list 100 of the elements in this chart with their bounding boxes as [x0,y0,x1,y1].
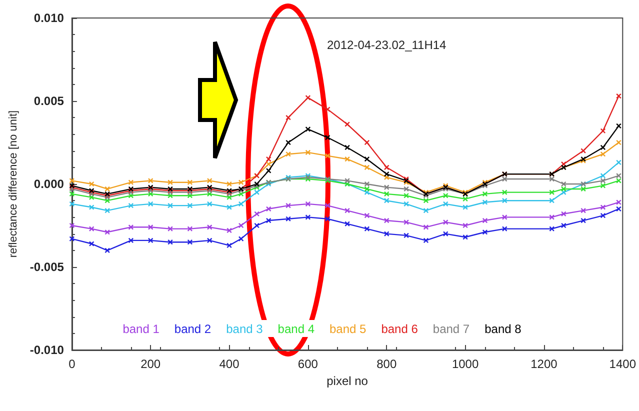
point [423,198,429,204]
point [616,160,622,165]
point [207,238,212,243]
point [549,226,554,232]
point [69,222,74,228]
point [384,191,390,197]
point [502,190,508,195]
point [561,186,566,192]
point [325,153,330,158]
point [168,203,173,208]
point [238,201,244,206]
point [325,134,330,140]
point [404,193,409,198]
y-axis-title: reflectance difference [no unit] [8,110,20,258]
text: band 7 [432,322,470,336]
point [226,228,232,234]
point [549,198,554,204]
x-tick-label: 1000 [452,357,479,371]
point [325,106,330,112]
point [69,236,74,242]
y-tick-label: -0.005 [30,260,64,274]
point [423,208,429,214]
point [254,211,260,216]
point [305,150,310,156]
point [600,173,606,178]
point [462,222,468,228]
point [69,201,74,206]
point [344,208,350,214]
point [502,226,508,232]
y-tick-label: 0.010 [34,11,64,25]
x-tick-label: 1400 [609,357,636,371]
point [384,218,390,224]
point [148,178,154,184]
point [104,248,110,253]
point [305,126,310,132]
point [482,191,488,197]
text: band 6 [381,322,418,336]
point [187,240,192,245]
point [254,222,260,228]
y-tick-label: -0.010 [30,343,64,357]
x-tick-label: 1200 [530,357,558,371]
point [549,176,554,182]
text: band 3 [226,322,264,336]
point [104,230,110,235]
x-tick-label: 600 [298,357,318,371]
point [128,203,134,208]
point [364,226,370,232]
point [266,168,272,174]
point [104,186,110,192]
point [482,218,488,224]
point [286,140,291,146]
point [600,144,606,150]
point [325,216,330,222]
point [384,231,390,236]
point [423,224,429,230]
point [384,184,390,190]
point [384,164,390,170]
point [305,201,310,206]
point [443,220,448,225]
point [148,238,154,243]
point [148,201,154,206]
point [482,200,488,205]
point [266,218,272,224]
point [561,181,566,187]
x-tick-label: 800 [376,357,397,371]
point [443,231,448,236]
point [266,162,272,167]
point [325,203,330,208]
point [364,156,370,162]
point [600,152,606,157]
point [286,203,291,208]
point [148,224,154,230]
point [600,178,606,184]
point [266,156,272,162]
point [266,206,272,212]
point [364,181,370,187]
point [384,198,390,204]
point [600,183,606,188]
point [238,222,244,228]
text: band 8 [484,322,522,336]
point [384,171,390,177]
point [364,164,370,170]
point [226,181,232,187]
point [561,222,566,228]
point [502,176,508,182]
point [600,128,606,134]
text: band 4 [278,322,315,336]
point [187,226,192,232]
point [187,203,192,208]
point [580,218,586,224]
point [344,156,350,162]
point [462,196,468,202]
text: band 2 [174,322,212,336]
text: band 1 [122,322,160,336]
x-tick-label: 200 [140,357,161,371]
point [462,234,468,240]
point [600,212,606,218]
point [502,214,508,220]
point [580,186,586,192]
point [600,204,606,210]
